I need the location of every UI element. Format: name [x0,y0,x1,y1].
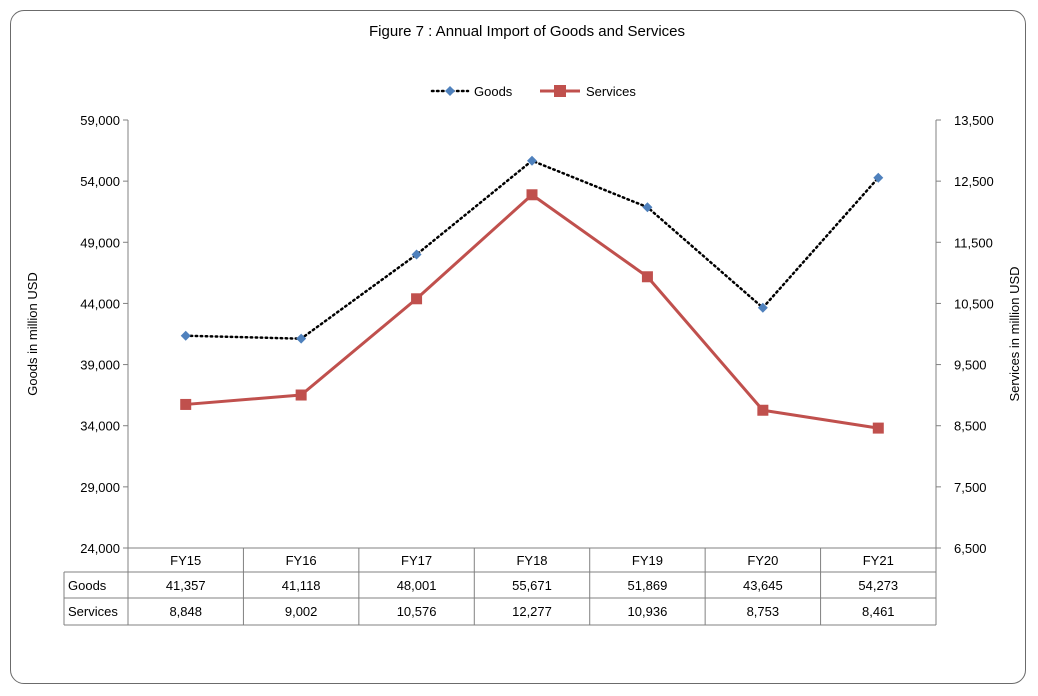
series-line-services [185,193,879,430]
right-axis-title: Services in million USD [1007,266,1022,401]
data-point-goods [296,333,307,344]
table-row-header-services: Services [68,604,118,619]
legend-services-marker [554,85,566,97]
data-point-services [411,293,423,305]
table-cell-goods: 43,645 [743,578,783,593]
left-axis-tick-label: 39,000 [80,358,120,373]
data-point-services [641,271,653,283]
table-cell-services: 10,576 [397,604,437,619]
x-category-label: FY21 [863,553,894,568]
data-point-services [757,404,769,416]
table-cell-goods: 51,869 [628,578,668,593]
table-cell-goods: 41,357 [166,578,206,593]
table-cell-services: 12,277 [512,604,552,619]
table-cell-goods: 41,118 [282,578,321,593]
x-category-label: FY17 [401,553,432,568]
left-axis-tick-label: 54,000 [80,174,120,189]
table-cell-services: 8,753 [747,604,780,619]
data-point-goods [411,249,422,260]
table-cell-services: 10,936 [628,604,668,619]
table-row-header-goods: Goods [68,578,107,593]
chart-title: Figure 7 : Annual Import of Goods and Se… [369,23,685,40]
legend-goods-label: Goods [474,84,513,99]
series-line-goods [184,159,880,340]
data-point-goods [642,202,653,213]
x-category-label: FY19 [632,553,663,568]
data-point-goods [757,302,768,313]
x-category-label: FY20 [747,553,778,568]
right-axis-tick-label: 7,500 [954,480,987,495]
left-axis-tick-label: 29,000 [80,480,120,495]
left-axis-title: Goods in million USD [25,272,40,396]
x-category-label: FY15 [170,553,201,568]
table-cell-services: 8,848 [169,604,202,619]
left-axis-tick-label: 59,000 [80,113,120,128]
data-point-goods [873,172,884,183]
x-category-label: FY18 [516,553,547,568]
right-axis-tick-label: 10,500 [954,296,994,311]
data-point-services [295,389,307,401]
right-axis-tick-label: 13,500 [954,113,994,128]
data-point-goods [180,330,191,341]
right-axis-tick-label: 12,500 [954,174,994,189]
data-point-services [180,398,192,410]
left-axis-tick-label: 34,000 [80,419,120,434]
right-axis-tick-label: 11,500 [954,235,993,250]
right-axis-tick-label: 8,500 [954,419,987,434]
x-category-label: FY16 [286,553,317,568]
table-cell-goods: 48,001 [397,578,437,593]
data-point-goods [527,155,537,166]
table-cell-goods: 54,273 [858,578,898,593]
left-axis-tick-label: 49,000 [80,235,120,250]
right-axis-tick-label: 9,500 [954,358,987,373]
table-cell-goods: 55,671 [512,578,552,593]
table-cell-services: 8,461 [862,604,895,619]
data-point-services [526,189,538,201]
left-axis-tick-label: 24,000 [80,541,120,556]
legend-goods-marker [445,86,455,96]
table-cell-services: 9,002 [285,604,318,619]
left-axis-tick-label: 44,000 [80,296,120,311]
legend-services-label: Services [586,84,636,99]
data-point-services [872,422,884,434]
right-axis-tick-label: 6,500 [954,541,987,556]
